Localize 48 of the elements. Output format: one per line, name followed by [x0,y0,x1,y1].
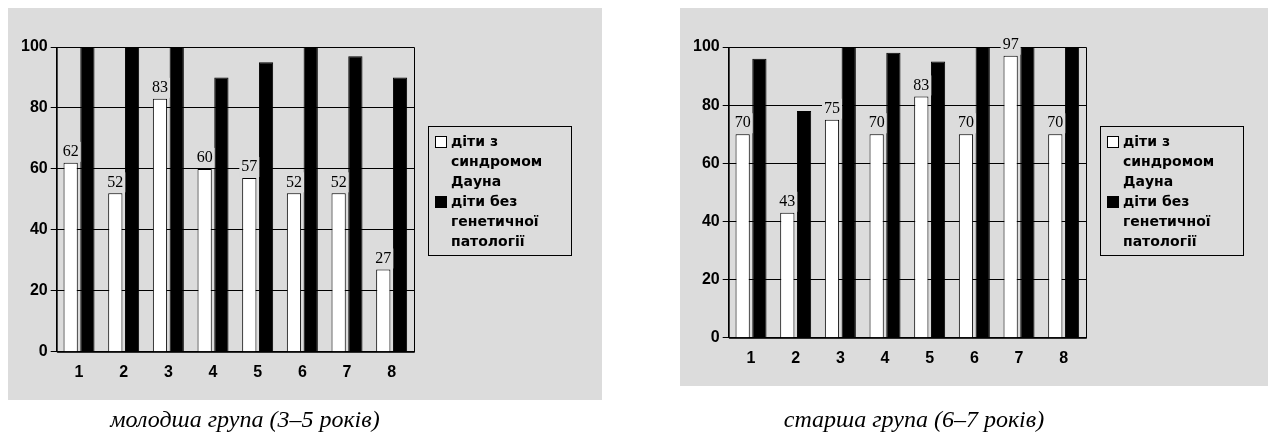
x-tick-label: 4 [880,348,890,366]
text: старша група (6–7 років) [782,406,1046,433]
x-tick-label: 6 [969,348,979,366]
data-label: 52 [107,172,124,190]
data-label: 83 [151,78,168,96]
y-tick-label: 60 [29,159,48,177]
y-tick-label: 0 [38,342,48,360]
x-tick-label: 7 [1014,348,1024,366]
data-label: 52 [285,172,302,190]
x-tick-label: 8 [1059,348,1069,366]
x-tick-label: 5 [925,348,935,366]
data-label: 57 [241,157,258,175]
text: молодша група (3–5 років) [108,406,381,433]
data-label: 70 [868,113,885,131]
x-tick-label: 3 [835,348,845,366]
y-tick-label: 40 [701,211,720,229]
data-label: 75 [823,98,840,116]
data-label: 83 [913,75,930,93]
x-tick-label: 2 [119,362,129,380]
data-label: 70 [1047,113,1064,131]
x-tick-label: 8 [387,362,397,380]
x-tick-label: 1 [746,348,756,366]
data-label: 52 [330,172,347,190]
y-tick-label: 40 [29,220,48,238]
y-tick-label: 100 [692,37,720,55]
x-tick-label: 5 [253,362,263,380]
data-label: 27 [375,248,392,266]
y-tick-label: 80 [29,98,48,116]
x-tick-label: 4 [208,362,218,380]
x-tick-label: 1 [74,362,84,380]
x-tick-label: 7 [342,362,352,380]
data-label: 70 [957,113,974,131]
y-tick-label: 100 [20,37,48,55]
y-tick-label: 80 [701,95,720,113]
data-label: 97 [1002,34,1019,52]
legend-label: діти без генетичної патології [451,192,540,251]
x-tick-label: 2 [791,348,801,366]
x-tick-label: 3 [163,362,173,380]
y-tick-label: 0 [710,328,720,346]
data-label: 43 [779,191,796,209]
y-tick-label: 20 [29,281,48,299]
data-label: 60 [196,148,213,166]
y-tick-label: 60 [701,153,720,171]
data-label: 70 [734,113,751,131]
legend-label: діти без генетичної патології [1123,192,1212,251]
data-label: 62 [62,142,79,160]
x-tick-label: 6 [297,362,307,380]
y-tick-label: 20 [701,270,720,288]
